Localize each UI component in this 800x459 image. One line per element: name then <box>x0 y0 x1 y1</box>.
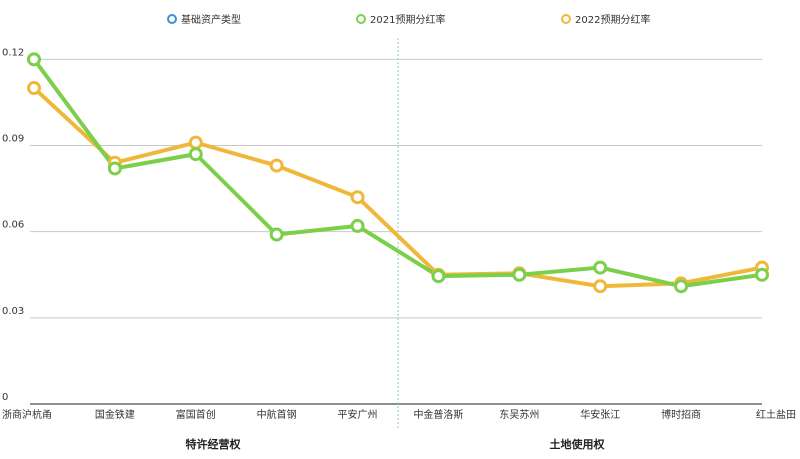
group-label-land-use: 土地使用权 <box>550 437 606 451</box>
x-tick-label: 红土盐田 <box>756 408 796 421</box>
x-tick-label: 浙商沪杭甬 <box>2 408 52 421</box>
data-point[interactable] <box>107 161 122 176</box>
data-point[interactable] <box>350 190 365 205</box>
legend-item-2021[interactable]: 2021预期分红率 <box>356 13 445 26</box>
y-tick-label: 0.12 <box>2 47 24 58</box>
legend-label-asset-type: 基础资产类型 <box>181 13 241 26</box>
data-point[interactable] <box>27 81 41 96</box>
legend: 基础资产类型 2021预期分红率 2022预期分红率 <box>167 13 650 26</box>
y-tick-label: 0.06 <box>2 220 24 231</box>
legend-label-2021: 2021预期分红率 <box>370 13 445 26</box>
y-tick-label: 0.03 <box>2 306 24 317</box>
data-point[interactable] <box>755 267 769 282</box>
data-point[interactable] <box>512 267 527 282</box>
x-tick-label: 平安广州 <box>338 408 378 421</box>
group-label-franchise: 特许经营权 <box>186 437 242 451</box>
x-tick-label: 国金铁建 <box>95 408 135 421</box>
legend-marker-2021 <box>356 14 366 24</box>
data-point[interactable] <box>431 269 446 284</box>
y-axis-tick-labels: 0 0.03 0.06 0.09 0.12 <box>2 47 24 403</box>
x-tick-label: 东吴苏州 <box>499 408 539 421</box>
data-point[interactable] <box>27 52 41 67</box>
legend-label-2022: 2022预期分红率 <box>575 13 650 26</box>
data-point[interactable] <box>269 158 284 173</box>
data-point[interactable] <box>188 135 203 150</box>
y-tick-label: 0 <box>2 392 8 403</box>
data-point[interactable] <box>593 260 608 275</box>
series-line <box>32 57 764 289</box>
x-tick-label: 中航首钢 <box>257 408 297 421</box>
data-point[interactable] <box>593 279 608 294</box>
data-point[interactable] <box>188 147 203 162</box>
series-line <box>32 86 764 289</box>
legend-marker-2022 <box>561 14 571 24</box>
x-axis-tick-labels: 浙商沪杭甬 国金铁建 富国首创 中航首钢 平安广州 中金普洛斯 东吴苏州 华安张江 博时招商 红土… <box>2 408 796 421</box>
y-tick-label: 0.09 <box>2 133 24 144</box>
series-lines <box>32 57 764 289</box>
x-tick-label: 华安张江 <box>580 408 620 421</box>
data-point[interactable] <box>269 227 284 242</box>
data-point[interactable] <box>674 279 689 294</box>
x-tick-label: 中金普洛斯 <box>413 408 463 421</box>
legend-item-asset-type[interactable]: 基础资产类型 <box>167 13 241 26</box>
data-points <box>27 52 769 294</box>
data-point[interactable] <box>350 218 365 233</box>
legend-item-2022[interactable]: 2022预期分红率 <box>561 13 650 26</box>
legend-marker-asset-type <box>167 14 177 24</box>
x-tick-label: 博时招商 <box>661 408 701 421</box>
x-tick-label: 富国首创 <box>176 408 216 421</box>
